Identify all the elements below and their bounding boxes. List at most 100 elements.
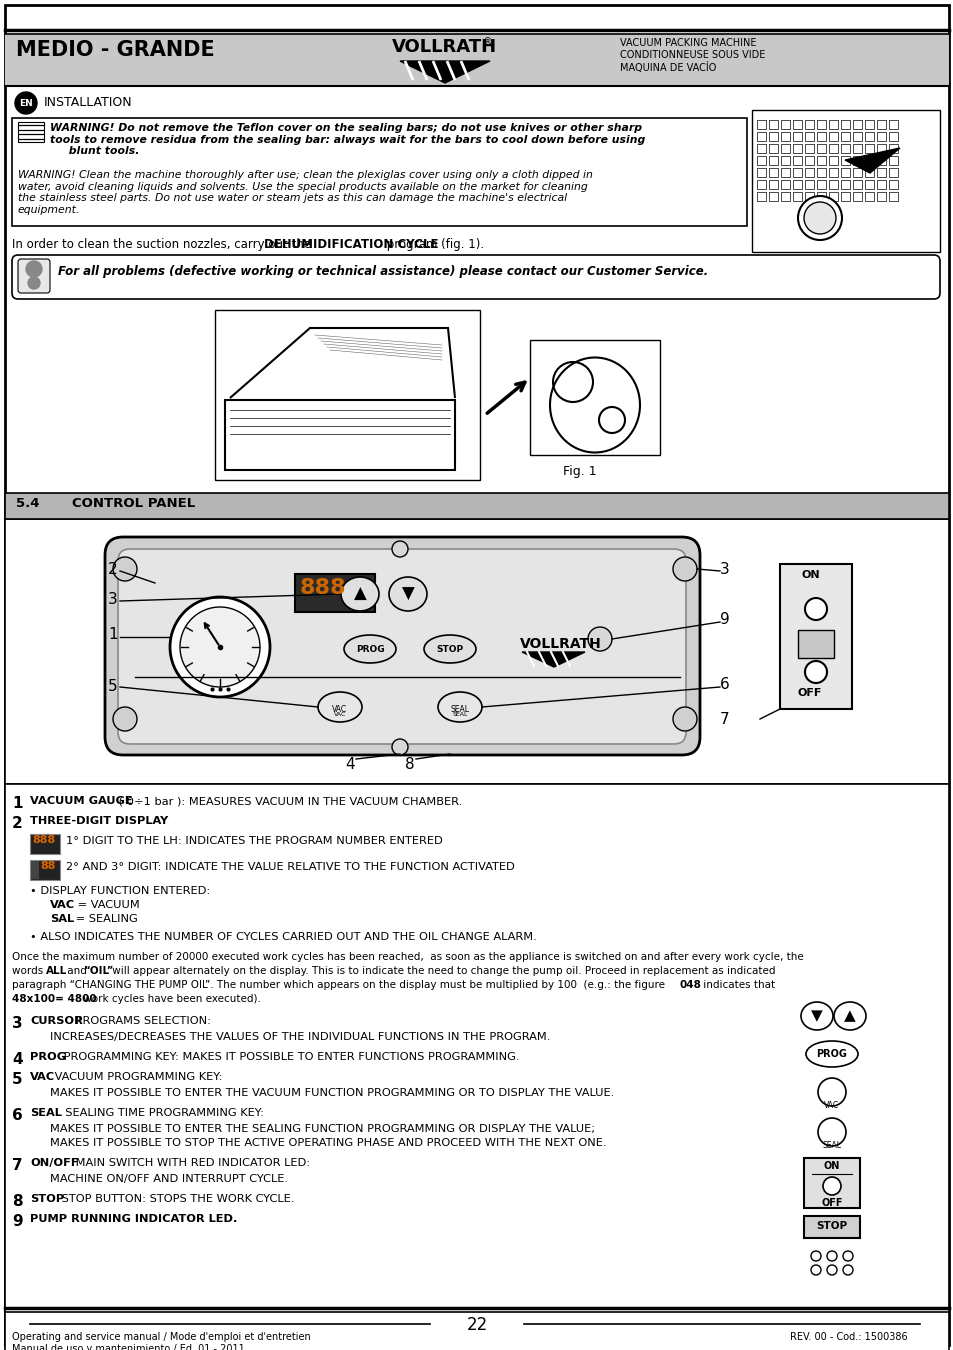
- Text: 1: 1: [108, 626, 117, 643]
- Bar: [781, 192, 789, 201]
- Text: 22: 22: [466, 1316, 487, 1334]
- Ellipse shape: [437, 693, 481, 722]
- Text: CONDITIONNEUSE SOUS VIDE: CONDITIONNEUSE SOUS VIDE: [619, 50, 764, 59]
- Bar: [757, 167, 765, 177]
- Text: Fig. 1: Fig. 1: [562, 464, 596, 478]
- Text: 5: 5: [108, 679, 117, 694]
- Bar: [864, 180, 873, 189]
- Bar: [5, 518, 948, 784]
- Text: In order to clean the suction nozzles, carry out the: In order to clean the suction nozzles, c…: [12, 238, 314, 251]
- Text: Once the maximum number of 20000 executed work cycles has been reached,  as soon: Once the maximum number of 20000 execute…: [12, 952, 803, 963]
- Circle shape: [822, 1177, 841, 1195]
- Bar: [852, 180, 862, 189]
- Bar: [757, 180, 765, 189]
- Polygon shape: [521, 652, 584, 667]
- Bar: [804, 132, 813, 140]
- Text: INSTALLATION: INSTALLATION: [44, 96, 132, 109]
- Bar: [804, 157, 813, 165]
- Bar: [816, 180, 825, 189]
- Ellipse shape: [550, 358, 639, 452]
- Circle shape: [817, 1079, 845, 1106]
- Text: = SEALING: = SEALING: [71, 914, 137, 923]
- Bar: [5, 784, 948, 1350]
- Text: MACHINE ON/OFF AND INTERRUPT CYCLE.: MACHINE ON/OFF AND INTERRUPT CYCLE.: [50, 1174, 288, 1184]
- Bar: [225, 400, 455, 470]
- Text: VOLLRATH: VOLLRATH: [392, 38, 497, 55]
- Bar: [768, 192, 778, 201]
- Text: will appear alternately on the display. This is to indicate the need to change t: will appear alternately on the display. …: [109, 967, 775, 976]
- Text: 1° DIGIT TO THE LH: INDICATES THE PROGRAM NUMBER ENTERED: 1° DIGIT TO THE LH: INDICATES THE PROGRA…: [66, 836, 442, 846]
- Bar: [792, 132, 801, 140]
- Text: 2° AND 3° DIGIT: INDICATE THE VALUE RELATIVE TO THE FUNCTION ACTIVATED: 2° AND 3° DIGIT: INDICATE THE VALUE RELA…: [66, 863, 515, 872]
- Polygon shape: [399, 61, 490, 82]
- Bar: [841, 192, 849, 201]
- Text: “OIL”: “OIL”: [84, 967, 114, 976]
- Text: Operating and service manual / Mode d'emploi et d'entretien: Operating and service manual / Mode d'em…: [12, 1332, 311, 1342]
- Bar: [852, 132, 862, 140]
- Text: REV. 00 - Cod.: 1500386: REV. 00 - Cod.: 1500386: [789, 1332, 906, 1342]
- Bar: [804, 192, 813, 201]
- Text: 7: 7: [12, 1158, 23, 1173]
- Circle shape: [180, 608, 260, 687]
- Bar: [780, 564, 851, 709]
- Text: SEAL: SEAL: [30, 1108, 62, 1118]
- Bar: [781, 144, 789, 153]
- Bar: [816, 144, 825, 153]
- Text: EN: EN: [19, 99, 32, 108]
- Text: 48x100= 4800: 48x100= 4800: [12, 994, 96, 1004]
- Bar: [864, 157, 873, 165]
- Bar: [757, 192, 765, 201]
- Bar: [804, 180, 813, 189]
- Bar: [864, 167, 873, 177]
- Text: 1: 1: [12, 796, 23, 811]
- Circle shape: [15, 92, 37, 113]
- Text: and: and: [64, 967, 90, 976]
- Text: 048: 048: [679, 980, 701, 990]
- Bar: [888, 180, 897, 189]
- Text: ALL: ALL: [46, 967, 67, 976]
- FancyBboxPatch shape: [12, 255, 939, 298]
- Circle shape: [26, 261, 42, 277]
- Circle shape: [797, 196, 841, 240]
- FancyBboxPatch shape: [18, 259, 50, 293]
- Text: CONTROL PANEL: CONTROL PANEL: [71, 497, 195, 510]
- Text: VAC: VAC: [50, 900, 75, 910]
- Bar: [768, 132, 778, 140]
- Bar: [757, 120, 765, 130]
- Text: PROG: PROG: [30, 1052, 66, 1062]
- Bar: [5, 34, 345, 86]
- Circle shape: [392, 738, 408, 755]
- Ellipse shape: [833, 1002, 865, 1030]
- Bar: [792, 192, 801, 201]
- Bar: [888, 192, 897, 201]
- Text: 2: 2: [12, 815, 23, 832]
- Text: ®: ®: [482, 36, 493, 47]
- Text: INCREASES/DECREASES THE VALUES OF THE INDIVIDUAL FUNCTIONS IN THE PROGRAM.: INCREASES/DECREASES THE VALUES OF THE IN…: [50, 1031, 550, 1042]
- Text: STOP: STOP: [436, 644, 463, 653]
- Bar: [852, 167, 862, 177]
- Text: 5.4: 5.4: [16, 497, 39, 510]
- Ellipse shape: [423, 634, 476, 663]
- Bar: [781, 157, 789, 165]
- Bar: [841, 144, 849, 153]
- Bar: [768, 157, 778, 165]
- Text: 2: 2: [108, 562, 117, 576]
- Text: ▲: ▲: [354, 585, 366, 603]
- Ellipse shape: [389, 576, 427, 612]
- Text: VACUUM GAUGE: VACUUM GAUGE: [30, 796, 132, 806]
- Text: 9: 9: [720, 612, 729, 626]
- Text: WARNING! Do not remove the Teflon cover on the sealing bars; do not use knives o: WARNING! Do not remove the Teflon cover …: [50, 123, 644, 157]
- Bar: [876, 157, 885, 165]
- Bar: [828, 157, 837, 165]
- Text: SEAL: SEAL: [821, 1141, 841, 1150]
- Text: MAQUINA DE VACÍO: MAQUINA DE VACÍO: [619, 62, 716, 73]
- Text: THREE-DIGIT DISPLAY: THREE-DIGIT DISPLAY: [30, 815, 168, 826]
- Text: 6: 6: [12, 1108, 23, 1123]
- Bar: [816, 132, 825, 140]
- Text: SAL: SAL: [50, 914, 74, 923]
- Text: VOLLRATH: VOLLRATH: [519, 637, 601, 651]
- Bar: [804, 167, 813, 177]
- Text: program (fig. 1).: program (fig. 1).: [382, 238, 483, 251]
- Text: 88: 88: [40, 861, 55, 871]
- Text: For all problems (defective working or technical assistance) please contact our : For all problems (defective working or t…: [58, 265, 707, 278]
